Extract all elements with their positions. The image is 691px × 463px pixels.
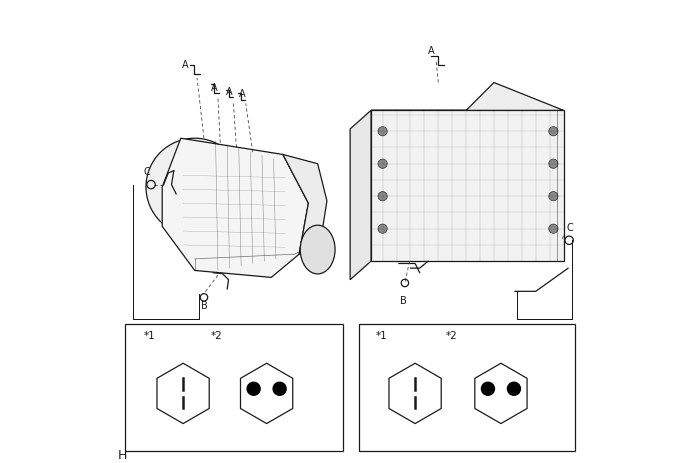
Circle shape [378,225,387,234]
Text: *2: *2 [211,330,223,340]
Text: A: A [182,59,189,69]
Polygon shape [157,363,209,424]
Circle shape [378,192,387,201]
Text: B: B [400,295,407,305]
Circle shape [482,382,495,395]
Text: C: C [566,222,573,232]
Polygon shape [371,83,564,111]
Circle shape [549,127,558,137]
Text: B: B [200,300,207,310]
Bar [359,324,575,451]
Text: A: A [239,88,246,99]
Circle shape [549,225,558,234]
Polygon shape [240,363,293,424]
Circle shape [549,160,558,169]
Text: *2: *2 [445,330,457,340]
Circle shape [549,192,558,201]
Circle shape [378,127,387,137]
Bar [371,111,564,262]
Text: H: H [118,448,128,461]
Ellipse shape [301,226,335,274]
Text: A: A [211,82,218,93]
Polygon shape [475,363,527,424]
Circle shape [378,160,387,169]
Text: *1: *1 [144,330,155,340]
Polygon shape [350,111,371,280]
Bar [125,324,343,451]
Text: *1: *1 [376,330,388,340]
Polygon shape [162,139,308,278]
Text: C: C [143,167,150,177]
Polygon shape [283,155,327,255]
Circle shape [507,382,520,395]
Circle shape [146,139,243,236]
Circle shape [273,382,286,395]
Circle shape [247,382,260,395]
Polygon shape [389,363,442,424]
Text: A: A [226,86,233,96]
Text: A: A [428,45,435,56]
